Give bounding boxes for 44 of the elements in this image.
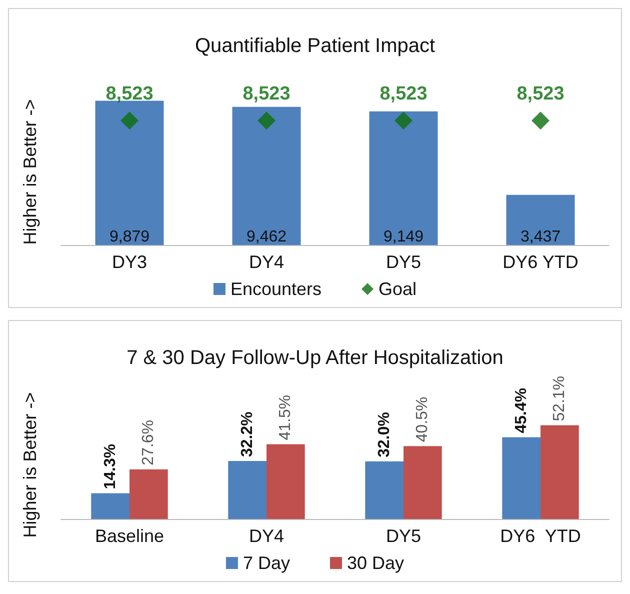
bar [404, 446, 442, 519]
data-label: 3,437 [520, 228, 561, 246]
legend-label: 7 Day [242, 553, 290, 573]
legend-label: Encounters [230, 279, 322, 299]
legend-label: Goal [378, 279, 417, 299]
data-label: 8,523 [516, 84, 564, 105]
data-label: 9,462 [246, 228, 287, 246]
data-label: 27.6% [140, 420, 158, 466]
bar [540, 425, 579, 519]
bar [506, 194, 575, 245]
bar [91, 493, 130, 519]
data-label: 9,879 [109, 228, 150, 246]
data-label: 32.0% [376, 412, 393, 458]
data-label: 9,149 [383, 228, 424, 246]
data-label: 8,523 [106, 84, 154, 105]
data-label: 8,523 [380, 84, 428, 105]
bar [228, 461, 266, 519]
data-label: 14.3% [102, 444, 119, 490]
y-axis-title: Higher is Better -> [20, 99, 40, 245]
bar [266, 444, 305, 519]
bar [502, 437, 540, 519]
bar [232, 106, 301, 245]
data-label: 52.1% [551, 376, 568, 422]
data-label: 41.5% [277, 394, 294, 440]
x-tick-label: DY6 YTD [502, 252, 578, 272]
bar [369, 111, 438, 245]
bar [95, 100, 164, 245]
data-label: 45.4% [512, 388, 530, 434]
bar [365, 461, 404, 519]
x-tick-label: DY3 [112, 252, 148, 272]
x-tick-label: DY4 [248, 252, 284, 272]
legend-label: 30 Day [346, 553, 404, 573]
chart-title: Quantifiable Patient Impact [194, 35, 436, 57]
data-label: 40.5% [414, 396, 432, 442]
data-label: 32.2% [238, 412, 256, 458]
chart-title: 7 & 30 Day Follow-Up After Hospitalization [126, 347, 504, 369]
x-tick-label: DY5 [386, 526, 422, 546]
x-tick-label: DY4 [248, 526, 284, 546]
bar [130, 469, 168, 519]
data-label: 8,523 [242, 84, 290, 105]
y-axis-title: Higher is Better -> [20, 392, 40, 538]
x-tick-label: DY6 YTD [500, 526, 581, 546]
x-tick-label: Baseline [94, 526, 164, 546]
x-tick-label: DY5 [386, 252, 422, 272]
